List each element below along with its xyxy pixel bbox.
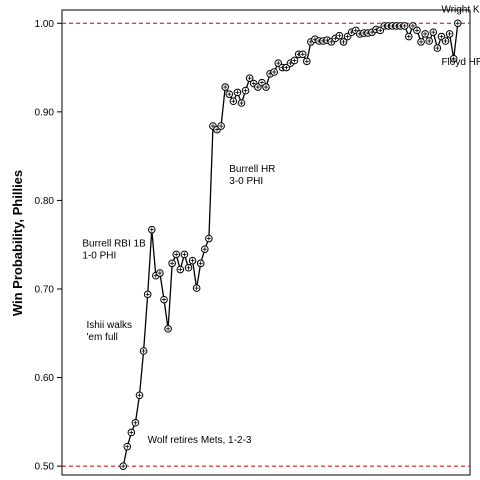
data-point [221, 83, 229, 91]
data-point [262, 83, 270, 91]
data-point [188, 256, 197, 265]
annotation: Burrell RBI 1B 1-0 PHI [82, 238, 146, 261]
data-point [147, 225, 156, 234]
data-point [421, 30, 429, 38]
data-point [205, 234, 213, 243]
plot-frame [61, 9, 471, 476]
annotation-line: 1-0 PHI [82, 250, 116, 261]
data-point [160, 295, 168, 304]
y-tick-label: 0.60 [35, 373, 55, 384]
data-point [229, 97, 238, 106]
data-point [127, 428, 136, 437]
data-point [164, 325, 172, 333]
annotation: Ishii walks'em full [86, 320, 132, 343]
data-point [156, 269, 164, 277]
y-axis: 0.50 0.60 0.70 0.80 0.90 1.00 [35, 19, 62, 473]
data-point [298, 50, 307, 59]
data-point [433, 44, 442, 52]
data-point [135, 391, 144, 400]
data-point [131, 418, 140, 427]
data-point [237, 99, 246, 107]
data-point [405, 32, 413, 41]
annotation: Floyd HR [441, 57, 480, 68]
data-point [123, 442, 132, 451]
data-point [201, 245, 209, 253]
y-tick-label: 0.80 [35, 196, 55, 207]
data-point [400, 22, 409, 30]
annotation-line: 'em full [86, 332, 117, 343]
annotation-line: Floyd HR [441, 57, 480, 68]
y-tick-label: 1.00 [35, 19, 55, 30]
data-point [176, 265, 185, 274]
data-point [339, 38, 348, 46]
data-point [335, 31, 344, 40]
data-point [449, 54, 458, 63]
y-tick-label: 0.90 [35, 107, 55, 118]
data-point [139, 347, 148, 355]
data-point [425, 37, 434, 45]
y-tick-label: 0.70 [35, 285, 55, 296]
series-path [122, 23, 459, 467]
annotation: Wolf retires Mets, 1-2-3 [148, 435, 252, 446]
data-point [245, 74, 254, 82]
data-point [180, 250, 189, 259]
data-point [168, 259, 176, 268]
annotation-line: Wright K [441, 5, 479, 16]
data-point [445, 30, 454, 38]
y-axis-label: Win Probability, Phillies [10, 170, 25, 316]
data-point [429, 28, 438, 36]
data-point [119, 462, 127, 470]
annotation: Wright K [441, 5, 479, 16]
data-point [417, 38, 425, 46]
data-point [453, 19, 462, 28]
data-point [233, 88, 242, 97]
data-point [143, 290, 152, 299]
annotation-line: Wolf retires Mets, 1-2-3 [148, 435, 252, 446]
data-point [413, 26, 421, 35]
data-point [290, 56, 299, 65]
annotation: Burrell HR 3-0 PHI [229, 164, 275, 187]
data-point [217, 122, 225, 130]
series-line [122, 23, 459, 467]
annotation-line: Burrell RBI 1B [82, 238, 146, 249]
data-point [196, 259, 205, 268]
series-points [119, 19, 462, 470]
annotation-line: Ishii walks [86, 320, 132, 331]
data-point [303, 57, 311, 66]
data-point [184, 263, 193, 272]
data-point [225, 90, 234, 98]
data-point [241, 86, 250, 95]
data-point [270, 68, 278, 76]
data-point [441, 37, 450, 45]
annotation-line: Burrell HR [229, 164, 275, 175]
y-tick-label: 0.50 [35, 462, 55, 473]
annotation-line: 3-0 PHI [229, 176, 263, 187]
data-point [172, 250, 181, 259]
data-point [192, 284, 201, 292]
